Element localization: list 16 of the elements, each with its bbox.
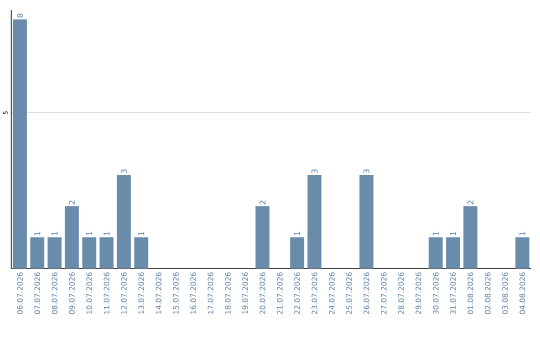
bar: [82, 237, 96, 268]
bar: [428, 237, 443, 268]
bar: [116, 174, 131, 268]
bar: [515, 237, 530, 268]
bar: [134, 237, 148, 268]
bar: [307, 174, 322, 268]
bar: [255, 206, 270, 268]
bar: [12, 19, 27, 268]
bar: [359, 174, 374, 268]
bar: [48, 237, 62, 268]
bar: [290, 237, 304, 268]
bar: [64, 206, 79, 268]
bar: [30, 237, 44, 268]
bar: [446, 237, 460, 268]
bar: [463, 206, 478, 268]
bar: [100, 237, 114, 268]
